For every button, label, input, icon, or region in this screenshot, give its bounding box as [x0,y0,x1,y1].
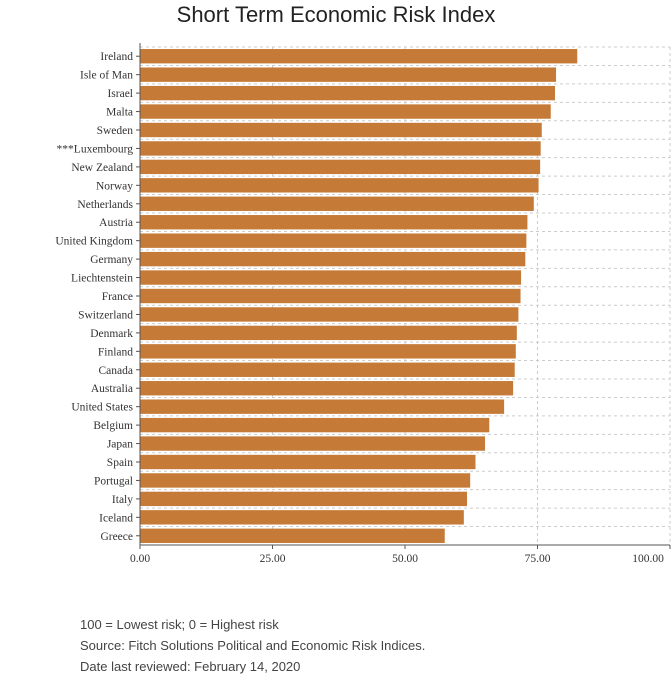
bar[interactable] [140,362,515,377]
category-label: Canada [99,365,133,377]
bar[interactable] [140,141,541,156]
bar[interactable] [140,215,528,230]
category-label: Austria [99,217,133,229]
category-label: Italy [112,494,133,506]
category-labels: Ireland Isle of Man Israel Malta Sweden ***Lu… [55,51,133,543]
bar[interactable] [140,270,522,285]
x-tick-label: 50.00 [392,553,418,565]
bar[interactable] [140,67,557,82]
bar[interactable] [140,344,516,359]
category-label: Ireland [100,51,133,63]
bar[interactable] [140,85,555,101]
bar[interactable] [140,178,539,193]
category-label: Malta [106,107,133,119]
category-label: Netherlands [77,199,133,211]
footnotes: 100 = Lowest risk; 0 = Highest risk Sour… [80,614,425,677]
footnote-date: Date last reviewed: February 14, 2020 [80,659,301,674]
bar[interactable] [140,436,486,451]
category-label: United Kingdom [55,236,133,248]
category-label: Iceland [99,512,133,524]
bar[interactable] [140,528,445,543]
bars [140,49,578,543]
category-label: New Zealand [71,162,133,174]
bar[interactable] [140,510,464,525]
category-label: Japan [107,439,133,451]
category-label: Switzerland [78,309,133,321]
category-label: France [102,291,133,303]
bar[interactable] [140,49,578,64]
chart-title: Short Term Economic Risk Index [176,2,496,27]
bar[interactable] [140,288,521,304]
bar[interactable] [140,381,514,396]
category-label: Germany [90,254,133,266]
category-label: Denmark [90,328,133,340]
bar[interactable] [140,196,534,211]
category-label: Portugal [94,475,133,487]
footnote-source: Source: Fitch Solutions Political and Ec… [80,638,426,653]
bar[interactable] [140,159,541,175]
category-label: Israel [107,88,133,100]
grid-lines [139,46,671,546]
category-label: Greece [100,531,133,543]
bar[interactable] [140,491,468,507]
bar[interactable] [140,325,517,341]
bar[interactable] [140,399,505,414]
x-tick-label: 100.00 [632,553,664,565]
x-tick-label: 75.00 [525,553,551,565]
x-axis: 0.00 25.00 50.00 75.00 100.00 [130,43,671,565]
category-label: Belgium [93,420,133,432]
category-label: United States [71,402,133,414]
bar[interactable] [140,454,476,470]
category-label: Sweden [97,125,134,137]
bar[interactable] [140,122,542,138]
category-label: Spain [107,457,133,469]
bar-chart: Ireland Isle of Man Israel Malta Sweden ***Lu… [55,43,671,565]
category-label: Norway [96,180,133,192]
bar[interactable] [140,233,527,248]
x-tick-label: 0.00 [130,553,150,565]
bar[interactable] [140,104,551,119]
bar[interactable] [140,251,526,267]
category-label: ***Luxembourg [57,143,134,155]
bar[interactable] [140,473,471,488]
category-label: Isle of Man [80,70,133,82]
category-label: Finland [98,346,133,358]
footnote-scale: 100 = Lowest risk; 0 = Highest risk [80,617,279,632]
bar[interactable] [140,417,490,433]
x-tick-label: 25.00 [260,553,286,565]
category-label: Australia [91,383,133,395]
bar[interactable] [140,307,519,322]
category-label: Liechtenstein [71,273,133,285]
